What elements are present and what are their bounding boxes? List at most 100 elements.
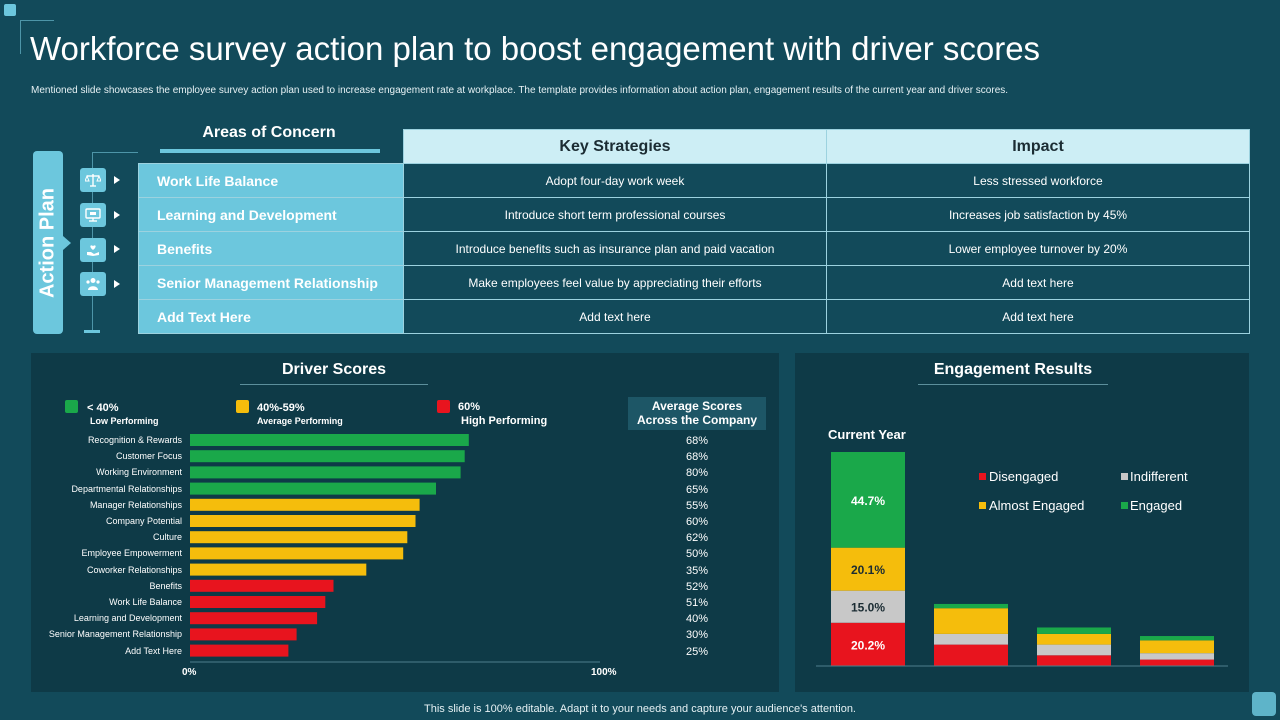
areas-of-concern-header: Areas of Concern: [202, 124, 336, 141]
legend-high-swatch: [437, 400, 450, 413]
connector-line-top: [92, 152, 138, 153]
average-score-label: 40%: [686, 613, 709, 626]
legend-high-label: 60%: [458, 401, 481, 413]
average-score-label: 55%: [686, 499, 709, 512]
driver-bar: [190, 515, 416, 527]
footer-note: This slide is 100% editable. Adapt it to…: [424, 703, 856, 715]
engagement-segment: [1140, 659, 1214, 666]
engagement-segment: [934, 608, 1008, 634]
driver-bar: [190, 434, 469, 446]
legend-average-sub: Average Performing: [257, 416, 343, 426]
engagement-data-label: 44.7%: [851, 494, 885, 508]
row-arrow-icon: [114, 211, 120, 219]
legend-disengaged-swatch: [979, 473, 986, 480]
table-row: Add Text Here Add text here Add text her…: [138, 299, 1250, 334]
legend-disengaged-label: Disengaged: [989, 469, 1059, 484]
strategy-cell: Introduce benefits such as insurance pla…: [403, 231, 827, 266]
driver-bar: [190, 531, 408, 544]
area-cell: Work Life Balance: [138, 163, 404, 198]
average-score-label: 52%: [686, 580, 709, 593]
action-plan-table: Key Strategies Impact Work Life Balance …: [138, 129, 1250, 334]
average-score-label: 62%: [686, 532, 709, 545]
engagement-segment: [1037, 655, 1111, 666]
average-score-label: 35%: [686, 564, 709, 577]
people-icon: [80, 272, 106, 296]
impact-cell: Lower employee turnover by 20%: [826, 231, 1250, 266]
driver-bar: [190, 579, 334, 592]
driver-scores-title: Driver Scores: [281, 361, 387, 378]
legend-engaged-label: Engaged: [1130, 498, 1183, 513]
impact-cell: Add text here: [826, 299, 1250, 334]
driver-category-label: Manager Relationships: [89, 499, 182, 510]
driver-category-label: Culture: [152, 532, 182, 543]
average-score-label: 68%: [686, 451, 709, 464]
legend-almost-engaged-label: Almost Engaged: [989, 498, 1085, 513]
driver-bar: [190, 482, 436, 495]
engagement-segment: [1140, 653, 1214, 660]
balance-scale-icon: [80, 168, 106, 192]
action-plan-pointer: [63, 236, 71, 250]
driver-category-label: Departmental Relationships: [71, 483, 182, 494]
row-arrow-icon: [114, 176, 120, 184]
impact-cell: Less stressed workforce: [826, 163, 1250, 198]
table-row: Work Life Balance Adopt four-day work we…: [138, 163, 1250, 198]
corner-line-horizontal: [20, 20, 54, 21]
corner-decoration-bottom: [1252, 692, 1276, 716]
average-score-label: 65%: [686, 483, 709, 496]
legend-low-swatch: [65, 400, 78, 413]
page-subtitle: Mentioned slide showcases the employee s…: [31, 85, 1009, 96]
driver-bar: [190, 498, 420, 511]
impact-cell: Add text here: [826, 265, 1250, 300]
engagement-segment: [934, 633, 1008, 645]
hand-heart-icon: [80, 238, 106, 262]
legend-almost-engaged-swatch: [979, 502, 986, 509]
driver-bar: [190, 466, 461, 479]
average-score-label: 50%: [686, 548, 709, 561]
driver-bar: [190, 612, 318, 625]
strategy-cell: Add text here: [403, 299, 827, 334]
impact-header: Impact: [826, 129, 1250, 164]
legend-average-swatch: [236, 400, 249, 413]
area-cell: Benefits: [138, 231, 404, 266]
legend-high-sub: High Performing: [461, 415, 548, 427]
area-cell: Add Text Here: [138, 299, 404, 334]
driver-bar: [190, 563, 367, 576]
driver-category-label: Senior Management Relationship: [48, 629, 182, 640]
engagement-data-label: 20.2%: [851, 638, 885, 652]
x-axis-min-label: 0%: [182, 667, 197, 678]
legend-low-label: < 40%: [87, 402, 119, 414]
engagement-segment: [1037, 627, 1111, 634]
row-arrow-icon: [114, 245, 120, 253]
engagement-segment: [1140, 636, 1214, 641]
page-title: Workforce survey action plan to boost en…: [30, 30, 1041, 67]
area-cell: Learning and Development: [138, 197, 404, 232]
current-year-label: Current Year: [828, 427, 906, 442]
engagement-segment: [1037, 644, 1111, 656]
average-score-label: 80%: [686, 467, 709, 480]
areas-of-concern-underline: [160, 149, 380, 153]
x-axis-max-label: 100%: [591, 667, 617, 678]
driver-category-label: Customer Focus: [115, 451, 182, 462]
driver-bar: [190, 628, 297, 641]
driver-category-label: Company Potential: [105, 516, 182, 526]
corner-line-vertical: [20, 20, 21, 54]
engagement-segment: [934, 603, 1008, 609]
driver-bar: [190, 596, 326, 608]
driver-category-label: Learning and Development: [73, 613, 182, 624]
engagement-segment: [831, 590, 905, 623]
engagement-underline: [918, 384, 1108, 385]
corner-decoration: [4, 4, 16, 16]
strategy-cell: Introduce short term professional course…: [403, 197, 827, 232]
strategy-cell: Make employees feel value by appreciatin…: [403, 265, 827, 300]
average-score-label: 68%: [686, 435, 709, 447]
driver-bar: [190, 450, 465, 463]
driver-category-label: Recognition & Rewards: [87, 435, 182, 445]
engagement-segment: [1037, 633, 1111, 645]
engagement-segment: [934, 644, 1008, 666]
legend-indifferent-swatch: [1121, 473, 1128, 480]
driver-category-label: Employee Empowerment: [81, 548, 182, 559]
engagement-data-label: 20.1%: [851, 563, 885, 577]
legend-low-sub: Low Performing: [90, 416, 159, 426]
legend-indifferent-label: Indifferent: [1130, 469, 1188, 484]
